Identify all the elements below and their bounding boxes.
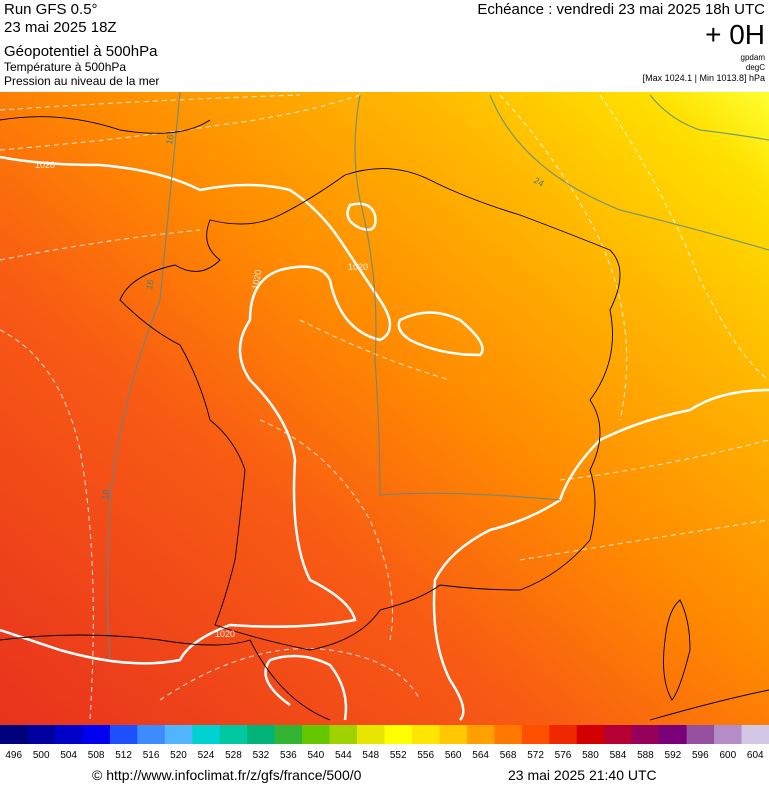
- legend-label: 588: [637, 750, 654, 761]
- legend-label: 524: [198, 750, 215, 761]
- legend-swatch: [54, 725, 83, 744]
- legend-label: 576: [555, 750, 572, 761]
- legend-label: 512: [115, 750, 132, 761]
- legend-swatch: [27, 725, 56, 744]
- minmax: [Max 1024.1 | Min 1013.8] hPa: [643, 73, 765, 83]
- legend-swatch: [466, 725, 495, 744]
- subtitle: Pression au niveau de la mer: [4, 74, 159, 88]
- legend-label: 596: [692, 750, 709, 761]
- legend-label: 604: [747, 750, 764, 761]
- legend-swatch: [247, 725, 276, 744]
- legend-swatch: [521, 725, 550, 744]
- legend-label: 584: [610, 750, 627, 761]
- legend-label: 544: [335, 750, 352, 761]
- legend-swatch: [137, 725, 166, 744]
- unit: degC: [746, 63, 765, 72]
- contour-label: 24: [532, 175, 546, 189]
- contour-label: 1020: [250, 269, 263, 290]
- legend-label: 568: [500, 750, 517, 761]
- legend-label: 496: [5, 750, 22, 761]
- legend-label: 556: [417, 750, 434, 761]
- legend-swatch: [659, 725, 688, 744]
- legend-swatch: [686, 725, 715, 744]
- legend-label: 500: [33, 750, 50, 761]
- legend-label: 528: [225, 750, 242, 761]
- legend-label: 564: [472, 750, 489, 761]
- legend-swatch: [82, 725, 111, 744]
- legend-label: 532: [253, 750, 270, 761]
- legend-label: 572: [527, 750, 544, 761]
- legend-swatch: [631, 725, 660, 744]
- legend-label: 592: [665, 750, 682, 761]
- legend-swatch: [384, 725, 413, 744]
- legend-label: 520: [170, 750, 187, 761]
- contour-label: 18: [100, 489, 112, 501]
- contour-label: 1020: [35, 160, 55, 170]
- legend-swatch: [439, 725, 468, 744]
- legend-label: 504: [60, 750, 77, 761]
- legend-swatch: [604, 725, 633, 744]
- legend-swatch: [329, 725, 358, 744]
- contour-label: 16: [164, 134, 176, 146]
- legend-swatch: [219, 725, 248, 744]
- echeance: Echéance : vendredi 23 mai 2025 18h UTC: [477, 1, 765, 18]
- legend-label: 580: [582, 750, 599, 761]
- legend-swatch: [411, 725, 440, 744]
- legend-label: 516: [143, 750, 160, 761]
- legend-swatch: [714, 725, 743, 744]
- legend-swatch: [0, 725, 28, 744]
- legend-label: 508: [88, 750, 105, 761]
- unit: gpdam: [741, 53, 766, 62]
- timestamp: 23 mai 2025 21:40 UTC: [508, 767, 657, 783]
- legend-swatch: [549, 725, 578, 744]
- legend-swatch: [274, 725, 303, 744]
- contour-label: 1020: [348, 262, 368, 272]
- legend-swatch: [576, 725, 605, 744]
- title: Géopotentiel à 500hPa: [4, 43, 158, 60]
- subtitle: Température à 500hPa: [4, 60, 126, 74]
- run-date: 23 mai 2025 18Z: [4, 19, 117, 36]
- legend-swatch: [357, 725, 385, 744]
- contour-label: 1020: [215, 629, 235, 639]
- run-label: Run GFS 0.5°: [4, 1, 98, 18]
- legend-label: 540: [307, 750, 324, 761]
- legend-label: 560: [445, 750, 462, 761]
- map: 1020 1020 1020 1020 16 16 18 24: [0, 91, 769, 725]
- legend-swatch: [741, 725, 769, 744]
- legend-swatch: [164, 725, 193, 744]
- contour-label: 16: [144, 279, 156, 291]
- source-url: © http://www.infoclimat.fr/z/gfs/france/…: [92, 767, 362, 783]
- color-legend: 496 500 504 508 512 516 520 524 528 532 536 540 544 5…: [0, 725, 769, 761]
- legend-swatch: [302, 725, 331, 744]
- legend-label: 600: [719, 750, 736, 761]
- legend-label: 536: [280, 750, 297, 761]
- offset: + 0H: [705, 19, 765, 50]
- legend-swatch: [109, 725, 138, 744]
- legend-label: 548: [362, 750, 379, 761]
- legend-label: 552: [390, 750, 407, 761]
- legend-swatch: [192, 725, 221, 744]
- legend-swatch: [494, 725, 523, 744]
